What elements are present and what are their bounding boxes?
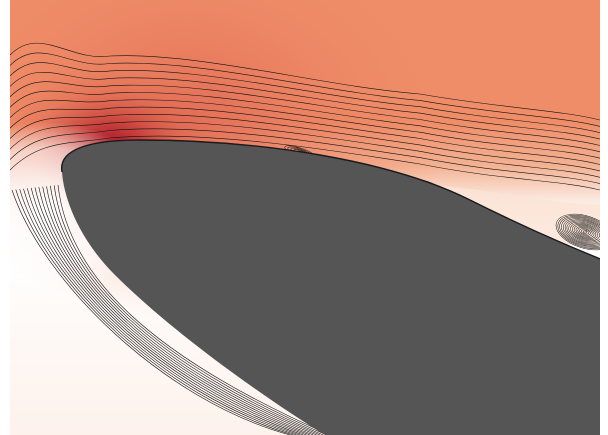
eddy-contour [563, 218, 600, 246]
eddy-contour [555, 213, 600, 251]
eddy-contour [559, 216, 600, 248]
upper-streamline [10, 52, 600, 127]
eddy-contour [564, 219, 600, 245]
eddy-contour [575, 226, 595, 238]
lower-streamline [23, 188, 301, 435]
upper-streamline [10, 135, 600, 191]
eddy-contour [568, 221, 600, 243]
eddy-contour [582, 230, 588, 234]
upper-streamline [10, 42, 600, 121]
lower-streamline [30, 187, 307, 435]
eddy-contour [577, 227, 593, 237]
lower-streamline [53, 185, 327, 435]
upper-streamline [10, 90, 600, 153]
eddy-contour [561, 217, 600, 247]
lower-streamline [46, 186, 321, 435]
upper-streamlines [10, 42, 600, 191]
eddy-contour [572, 223, 598, 241]
upper-streamline [10, 81, 600, 146]
lower-streamline [38, 187, 314, 435]
upper-streamline [10, 121, 600, 178]
eddy-contour [581, 229, 589, 235]
eddy-contour [570, 222, 600, 242]
upper-streamline [10, 72, 600, 140]
eddy-contour [566, 220, 600, 244]
upper-streamline [10, 114, 600, 172]
eddy-contour [579, 228, 591, 236]
lower-streamline [34, 187, 311, 435]
eddy-contour [557, 215, 600, 249]
airfoil-body [61, 140, 600, 435]
lower-streamline [42, 186, 317, 435]
lower-streamline [57, 184, 331, 435]
lower-streamlines [11, 184, 331, 435]
lower-streamline [15, 189, 294, 435]
lower-streamline [19, 189, 297, 435]
upper-streamline [10, 62, 600, 133]
eddy-contour [573, 225, 597, 239]
airfoil-upper-edge [61, 139, 600, 260]
upper-streamline [10, 128, 600, 184]
upper-streamline [10, 106, 600, 165]
lower-streamline [27, 188, 304, 435]
lower-streamline [11, 189, 291, 435]
lower-streamline [50, 185, 324, 435]
upper-streamline [10, 99, 600, 159]
